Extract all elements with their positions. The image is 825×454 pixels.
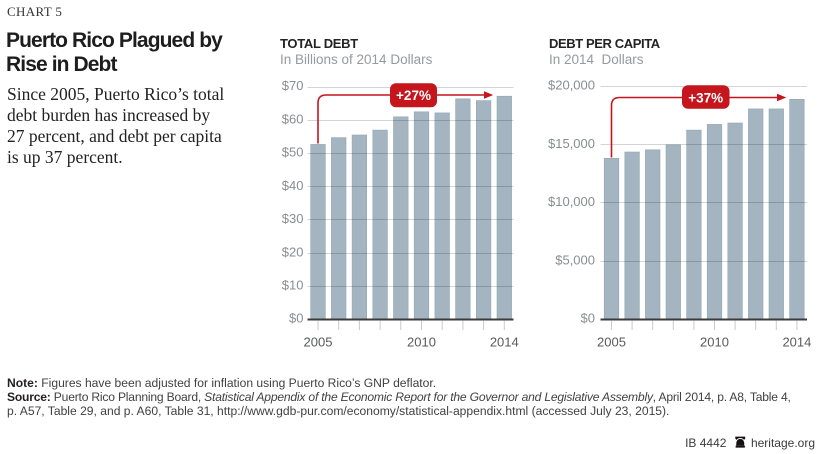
- svg-text:$15,000: $15,000: [548, 136, 595, 151]
- svg-text:$5,000: $5,000: [555, 252, 595, 267]
- svg-text:$10: $10: [282, 278, 304, 293]
- svg-text:$30: $30: [282, 211, 304, 226]
- svg-text:2010: 2010: [700, 335, 729, 350]
- svg-text:2014: 2014: [782, 335, 811, 350]
- svg-text:+27%: +27%: [396, 88, 431, 103]
- svg-text:$50: $50: [282, 145, 304, 160]
- svg-text:$20: $20: [282, 244, 304, 259]
- svg-text:$60: $60: [282, 111, 304, 126]
- svg-text:2005: 2005: [304, 335, 333, 350]
- svg-text:$70: $70: [282, 78, 304, 93]
- svg-text:2005: 2005: [597, 335, 626, 350]
- svg-text:$40: $40: [282, 178, 304, 193]
- svg-text:$20,000: $20,000: [548, 78, 595, 93]
- svg-text:+37%: +37%: [688, 90, 723, 105]
- svg-text:2014: 2014: [490, 335, 519, 350]
- svg-text:$0: $0: [289, 311, 303, 326]
- svg-text:$0: $0: [581, 311, 595, 326]
- svg-text:2010: 2010: [407, 335, 436, 350]
- svg-text:$10,000: $10,000: [548, 194, 595, 209]
